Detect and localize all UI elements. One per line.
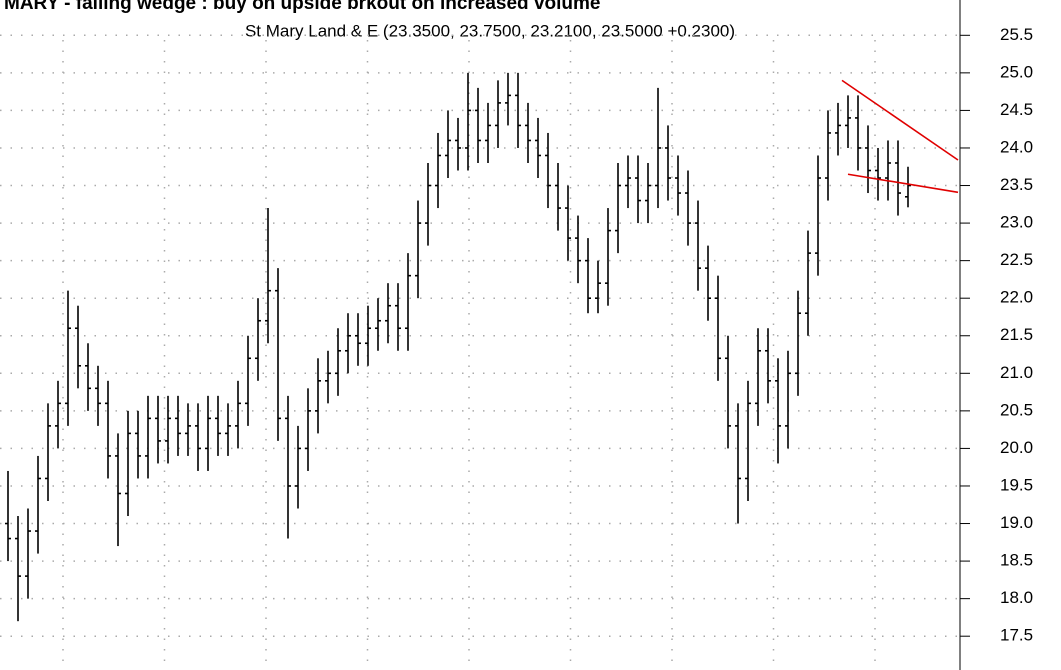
- y-tick-label: 25.0: [1000, 62, 1033, 81]
- y-tick-label: 23.5: [1000, 175, 1033, 194]
- y-tick-label: 24.0: [1000, 137, 1033, 156]
- y-tick-label: 18.0: [1000, 588, 1033, 607]
- y-tick-label: 20.0: [1000, 438, 1033, 457]
- trendline: [847, 173, 959, 194]
- chart-title: MARY - falling wedge : buy on upside brk…: [4, 0, 600, 14]
- y-tick-label: 22.0: [1000, 288, 1033, 307]
- trendline: [841, 79, 959, 161]
- y-tick-label: 17.5: [1000, 626, 1033, 645]
- y-tick-label: 18.5: [1000, 551, 1033, 570]
- y-tick-label: 19.5: [1000, 475, 1033, 494]
- y-tick-label: 19.0: [1000, 513, 1033, 532]
- y-tick-label: 23.0: [1000, 213, 1033, 232]
- y-tick-label: 22.5: [1000, 250, 1033, 269]
- y-tick-label: 21.0: [1000, 363, 1033, 382]
- y-tick-label: 24.5: [1000, 100, 1033, 119]
- y-tick-label: 20.5: [1000, 400, 1033, 419]
- y-tick-label: 25.5: [1000, 25, 1033, 44]
- y-tick-label: 21.5: [1000, 325, 1033, 344]
- chart-subtitle: St Mary Land & E (23.3500, 23.7500, 23.2…: [245, 21, 735, 40]
